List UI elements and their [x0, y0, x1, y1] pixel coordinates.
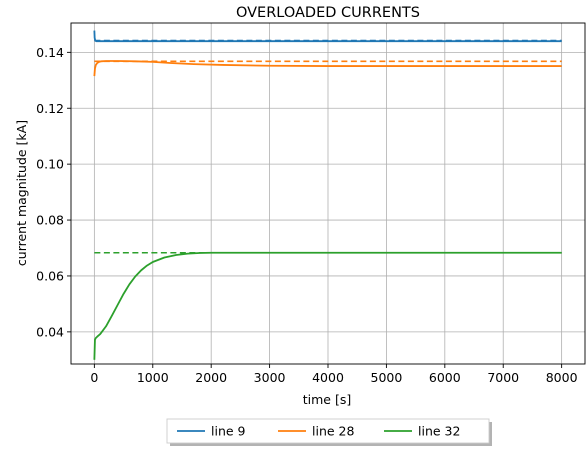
y-axis-label: current magnitude [kA]	[14, 120, 29, 266]
x-axis-label: time [s]	[303, 392, 351, 407]
x-tick-label: 4000	[312, 370, 344, 385]
grid	[71, 23, 585, 364]
y-tick-label: 0.08	[36, 213, 64, 228]
y-tick-label: 0.06	[36, 268, 64, 283]
x-tick-label: 2000	[195, 370, 227, 385]
legend-item-line-9: line 9	[177, 424, 246, 439]
legend-box	[166, 418, 490, 444]
x-tick-label: 8000	[546, 370, 578, 385]
x-tick-label: 5000	[371, 370, 403, 385]
series-line-32-line	[93, 251, 562, 360]
y-tick-label: 0.04	[36, 324, 64, 339]
series-line-28-line	[93, 60, 562, 77]
y-tick-label: 0.10	[36, 157, 64, 172]
legend-label: line 32	[418, 424, 460, 439]
legend-item-line-32: line 32	[384, 424, 460, 439]
x-tick-label: 3000	[254, 370, 286, 385]
x-tick-label: 6000	[429, 370, 461, 385]
x-tick-label: 0	[90, 370, 98, 385]
y-tick-label: 0.14	[36, 45, 64, 60]
legend-item-line-28: line 28	[278, 424, 354, 439]
legend-label: line 28	[312, 424, 354, 439]
y-tick-label: 0.12	[36, 101, 64, 116]
legend: line 9 line 28 line 32	[166, 418, 492, 446]
x-tick-label: 7000	[487, 370, 519, 385]
plot-area	[93, 30, 562, 360]
chart-title: OVERLOADED CURRENTS	[236, 5, 420, 21]
legend-label: line 9	[211, 424, 246, 439]
series-line-9-line	[93, 30, 562, 43]
x-tick-label: 1000	[137, 370, 169, 385]
ticks: 0 1000 2000 3000 4000 5000 6000 7000 8000 0.04 0.0…	[36, 45, 577, 385]
